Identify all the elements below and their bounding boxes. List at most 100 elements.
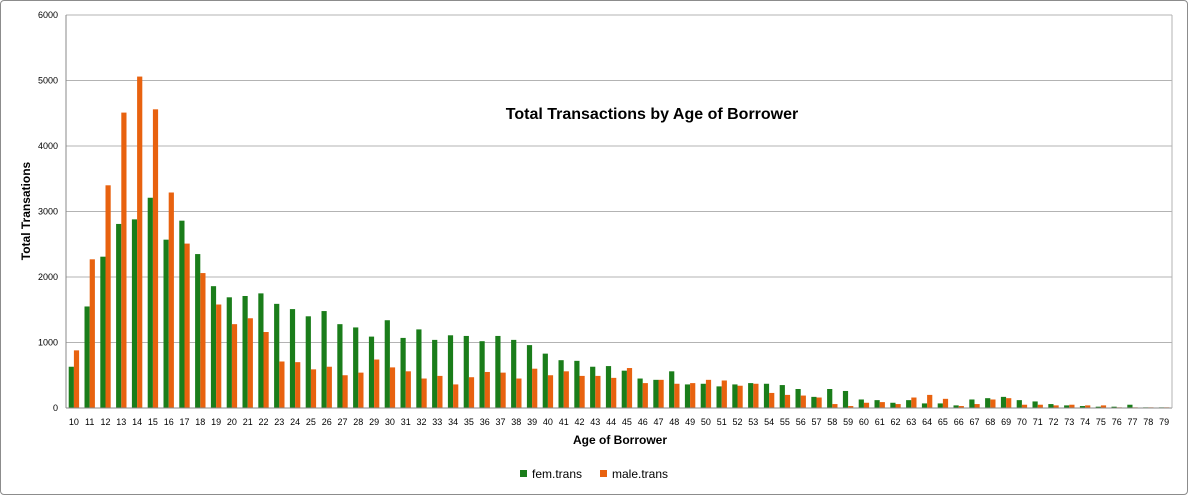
x-tick-label: 29 [369, 417, 379, 427]
x-tick-label: 52 [732, 417, 742, 427]
bar-male-trans [437, 375, 443, 408]
x-tick-label: 41 [559, 417, 569, 427]
bar-fem-trans [716, 386, 722, 408]
x-tick-label: 31 [401, 417, 411, 427]
bar-male-trans [263, 332, 269, 408]
bar-fem-trans [210, 286, 217, 408]
x-tick-label: 35 [464, 417, 474, 427]
axes [65, 15, 1173, 409]
bar-fem-trans [116, 223, 122, 408]
bar-male-trans [374, 359, 380, 408]
x-tick-label: 54 [764, 417, 774, 427]
bar-fem-trans [258, 293, 264, 408]
bar-fem-trans [368, 336, 375, 408]
x-tick-label: 74 [1080, 417, 1090, 427]
bar-male-trans [800, 395, 806, 408]
bar-male-trans [405, 371, 411, 408]
bar-fem-trans [669, 371, 675, 408]
x-tick-label: 18 [195, 417, 205, 427]
bar-male-trans [453, 384, 459, 408]
bar-fem-trans [700, 383, 706, 408]
bar-fem-trans [305, 316, 311, 408]
x-tick-label: 64 [922, 417, 932, 427]
bar-male-trans [721, 380, 727, 408]
bar-fem-trans [1000, 396, 1007, 408]
x-tick-label: 42 [574, 417, 584, 427]
x-tick-label: 65 [938, 417, 948, 427]
x-tick-label: 40 [543, 417, 553, 427]
x-tick-label: 11 [85, 417, 94, 427]
bar-male-trans [974, 404, 980, 408]
bar-male-trans [563, 371, 569, 408]
bar-male-trans [690, 383, 696, 408]
bar-male-trans [1085, 405, 1091, 408]
x-tick-label: 68 [985, 417, 995, 427]
x-tick-label: 21 [243, 417, 253, 427]
bar-fem-trans [653, 379, 659, 408]
bar-fem-trans [432, 339, 438, 408]
bar-male-trans [863, 402, 870, 408]
x-tick-label: 36 [480, 417, 490, 427]
x-tick-label: 53 [748, 417, 758, 427]
bar-fem-trans [795, 389, 801, 408]
bar-male-trans [769, 392, 775, 408]
bar-fem-trans [874, 400, 880, 408]
bar-fem-trans [384, 320, 390, 408]
y-tick-label: 2000 [38, 272, 58, 282]
x-tick-label: 13 [116, 417, 126, 427]
x-tick-label: 22 [258, 417, 268, 427]
bar-fem-trans [590, 366, 596, 408]
bar-fem-trans [337, 324, 343, 408]
bar-fem-trans [605, 366, 612, 408]
x-tick-label: 37 [495, 417, 505, 427]
bar-male-trans [421, 378, 427, 408]
bar-fem-trans [1032, 401, 1038, 408]
bar-fem-trans [985, 398, 991, 408]
x-tick-label: 17 [179, 417, 189, 427]
x-tick-label: 78 [1143, 417, 1153, 427]
x-tick-label: 15 [148, 417, 158, 427]
x-tick-label: 34 [448, 417, 458, 427]
bar-fem-trans [684, 384, 691, 408]
bar-male-trans [500, 372, 506, 408]
x-tick-label: 75 [1096, 417, 1106, 427]
y-tick-label: 6000 [38, 10, 58, 20]
x-tick-label: 69 [1001, 417, 1011, 427]
x-tick-labels: 10 11 12 13 14 15 16 17 18 19 20 21 22 23 24 25 26 27 28 29… [69, 417, 1169, 427]
x-tick-label: 12 [100, 417, 110, 427]
bar-male-trans [342, 375, 348, 408]
bar-male-trans [816, 397, 822, 408]
bar-fem-trans [242, 295, 248, 408]
bar-fem-trans [574, 360, 580, 408]
bar-male-trans [927, 394, 933, 408]
x-tick-label: 20 [227, 417, 237, 427]
y-tick-label: 4000 [38, 141, 58, 151]
bar-male-trans [231, 324, 238, 408]
y-tick-label: 3000 [38, 207, 58, 217]
bar-male-trans [753, 383, 759, 408]
bar-fem-trans [353, 327, 359, 408]
bar-fem-trans [1095, 406, 1101, 408]
x-tick-label: 48 [669, 417, 679, 427]
bar-male-trans [1053, 405, 1059, 408]
x-tick-label: 76 [1112, 417, 1122, 427]
y-tick-label: 1000 [38, 338, 58, 348]
bar-fem-trans [274, 303, 280, 408]
bar-fem-trans [842, 390, 849, 408]
x-tick-label: 71 [1033, 417, 1043, 427]
bar-fem-trans [84, 306, 90, 408]
x-tick-label: 44 [606, 417, 616, 427]
bar-fem-trans [906, 400, 912, 408]
bar-fem-trans [1064, 405, 1070, 408]
x-tick-label: 70 [1017, 417, 1027, 427]
x-tick-label: 25 [306, 417, 316, 427]
bar-male-trans [579, 375, 585, 408]
x-tick-label: 46 [638, 417, 648, 427]
bar-male-trans [784, 394, 791, 408]
bar-male-trans [73, 350, 80, 408]
bar-male-trans [848, 406, 854, 408]
bar-male-trans [247, 318, 253, 408]
x-tick-label: 47 [653, 417, 663, 427]
legend-swatch [600, 470, 607, 477]
